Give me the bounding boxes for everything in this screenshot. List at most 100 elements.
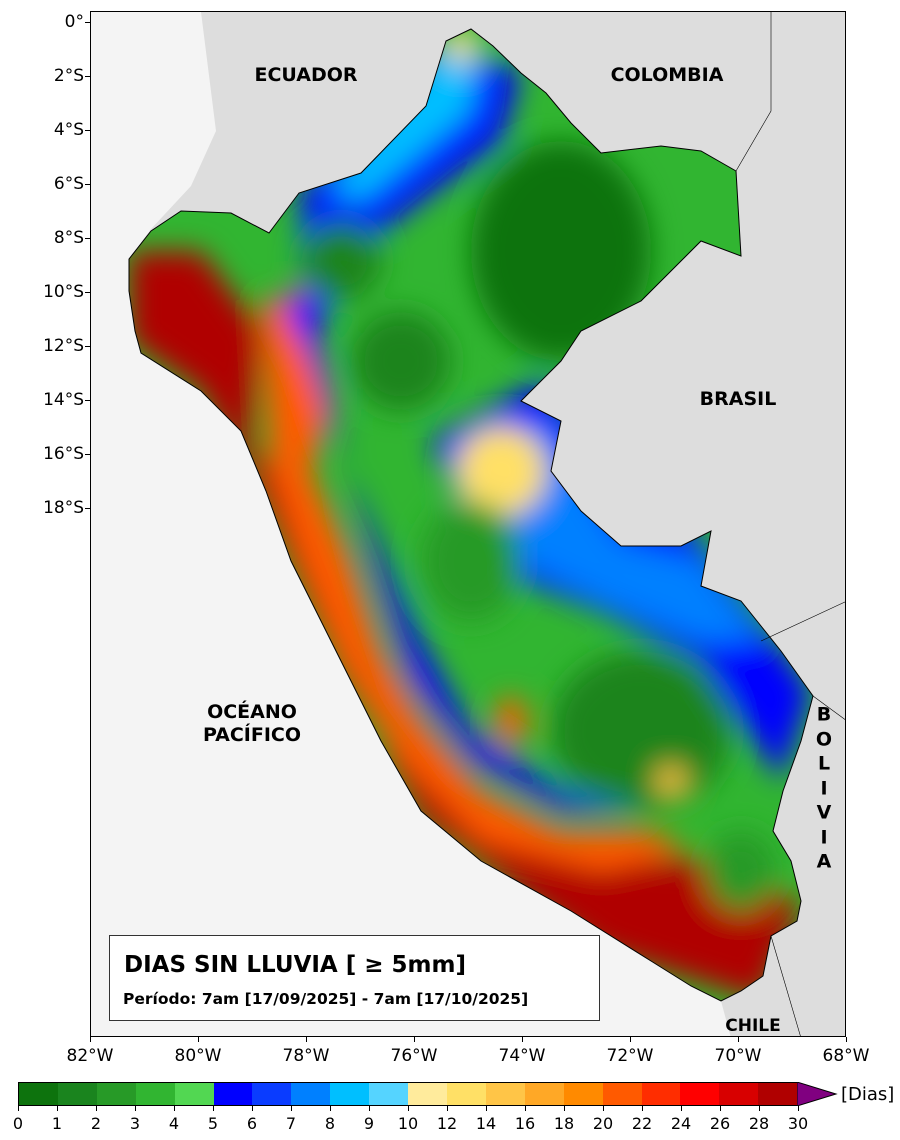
x-tick xyxy=(306,1037,307,1042)
x-tick-label: 78°W xyxy=(282,1046,330,1066)
colorbar-tick xyxy=(18,1106,19,1111)
x-tick-label: 72°W xyxy=(606,1046,654,1066)
colorbar-bin xyxy=(563,1083,603,1105)
colorbar-tick xyxy=(135,1106,136,1111)
colorbar-tick xyxy=(681,1106,682,1111)
y-tick-label: 10°S xyxy=(43,282,84,303)
colorbar-tick-label: 7 xyxy=(285,1114,297,1133)
colorbar-tick xyxy=(369,1106,370,1111)
colorbar-tick xyxy=(447,1106,448,1111)
colorbar-tick-label: 0 xyxy=(12,1114,24,1133)
x-tick xyxy=(846,1037,847,1042)
title-box: DIAS SIN LLUVIA [ ≥ 5mm] Período: 7am [1… xyxy=(109,935,600,1021)
colorbar-bin xyxy=(330,1083,370,1105)
label-brasil: BRASIL xyxy=(699,388,777,410)
colorbar-tick xyxy=(564,1106,565,1111)
colorbar-bin xyxy=(213,1083,253,1105)
colorbar-tick-label: 4 xyxy=(168,1114,180,1133)
y-tick-label: 4°S xyxy=(53,120,84,141)
y-tick xyxy=(85,346,90,348)
label-colombia: COLOMBIA xyxy=(610,64,724,86)
label-oceano: OCÉANO xyxy=(207,701,297,723)
y-tick-label: 6°S xyxy=(53,174,84,195)
colorbar-bin xyxy=(19,1083,58,1105)
colorbar xyxy=(18,1082,798,1106)
label-ecuador: ECUADOR xyxy=(254,64,358,86)
colorbar-bin xyxy=(524,1083,564,1105)
y-tick xyxy=(85,184,90,186)
colorbar-bin xyxy=(680,1083,720,1105)
y-tick-label: 18°S xyxy=(43,498,84,519)
y-tick-label: 16°S xyxy=(43,444,84,465)
colorbar-tick-label: 10 xyxy=(397,1114,419,1133)
y-tick xyxy=(85,508,90,510)
colorbar-tick xyxy=(525,1106,526,1111)
y-tick xyxy=(85,238,90,240)
colorbar-tick xyxy=(642,1106,643,1111)
colorbar-bin xyxy=(135,1083,175,1105)
colorbar-tick xyxy=(57,1106,58,1111)
ocean xyxy=(91,12,731,1036)
colorbar-bin xyxy=(485,1083,525,1105)
x-tick-label: 74°W xyxy=(498,1046,546,1066)
colorbar-tick-label: 18 xyxy=(553,1114,575,1133)
colorbar-tick-label: 9 xyxy=(363,1114,375,1133)
colorbar-bin xyxy=(408,1083,447,1105)
map-panel xyxy=(90,11,846,1037)
colorbar-bin xyxy=(602,1083,642,1105)
colorbar-bin xyxy=(57,1083,97,1105)
label-bolivia: B O L I V I A xyxy=(815,703,833,873)
colorbar-tick-label: 26 xyxy=(709,1114,731,1133)
colorbar-tick-label: 1 xyxy=(51,1114,63,1133)
colorbar-extend-arrow xyxy=(797,1082,838,1106)
x-tick-label: 68°W xyxy=(822,1046,870,1066)
colorbar-tick-label: 20 xyxy=(592,1114,614,1133)
x-tick xyxy=(90,1037,91,1042)
colorbar-tick xyxy=(96,1106,97,1111)
label-chile: CHILE xyxy=(725,1016,781,1036)
x-tick xyxy=(522,1037,523,1042)
colorbar-bin xyxy=(758,1083,798,1105)
y-tick-label: 12°S xyxy=(43,336,84,357)
colorbar-tick-label: 6 xyxy=(246,1114,258,1133)
colorbar-tick xyxy=(291,1106,292,1111)
x-tick xyxy=(738,1037,739,1042)
colorbar-tick xyxy=(486,1106,487,1111)
colorbar-tick xyxy=(603,1106,604,1111)
colorbar-tick-label: 8 xyxy=(324,1114,336,1133)
map-title: DIAS SIN LLUVIA [ ≥ 5mm] xyxy=(124,952,466,978)
y-tick-label: 8°S xyxy=(53,228,84,249)
y-tick-label: 0° xyxy=(64,12,84,32)
x-tick xyxy=(198,1037,199,1042)
colorbar-tick-label: 16 xyxy=(514,1114,536,1133)
colorbar-tick-label: 5 xyxy=(207,1114,219,1133)
colorbar-tick-label: 28 xyxy=(748,1114,770,1133)
y-tick xyxy=(85,454,90,456)
colorbar-bin xyxy=(174,1083,214,1105)
colorbar-tick xyxy=(213,1106,214,1111)
colorbar-tick-label: 24 xyxy=(670,1114,692,1133)
colorbar-tick xyxy=(759,1106,760,1111)
y-tick-label: 14°S xyxy=(43,390,84,411)
y-tick xyxy=(85,130,90,132)
colorbar-tick-label: 30 xyxy=(787,1114,809,1133)
colorbar-tick xyxy=(174,1106,175,1111)
colorbar-bin xyxy=(96,1083,136,1105)
colorbar-tick-label: 3 xyxy=(129,1114,141,1133)
colorbar-tick xyxy=(720,1106,721,1111)
colorbar-bin xyxy=(252,1083,292,1105)
colorbar-tick xyxy=(252,1106,253,1111)
x-tick-label: 82°W xyxy=(66,1046,114,1066)
period-text: Período: 7am [17/09/2025] - 7am [17/10/2… xyxy=(123,990,529,1008)
colorbar-bin xyxy=(446,1083,486,1105)
x-tick xyxy=(630,1037,631,1042)
y-tick xyxy=(85,22,90,23)
colorbar-tick-label: 2 xyxy=(90,1114,102,1133)
colorbar-tick xyxy=(408,1106,409,1111)
y-tick-label: 2°S xyxy=(53,66,84,87)
y-tick xyxy=(85,292,90,294)
colorbar-tick xyxy=(798,1106,799,1111)
colorbar-unit: [Dias] xyxy=(841,1084,895,1105)
x-tick-label: 80°W xyxy=(174,1046,222,1066)
